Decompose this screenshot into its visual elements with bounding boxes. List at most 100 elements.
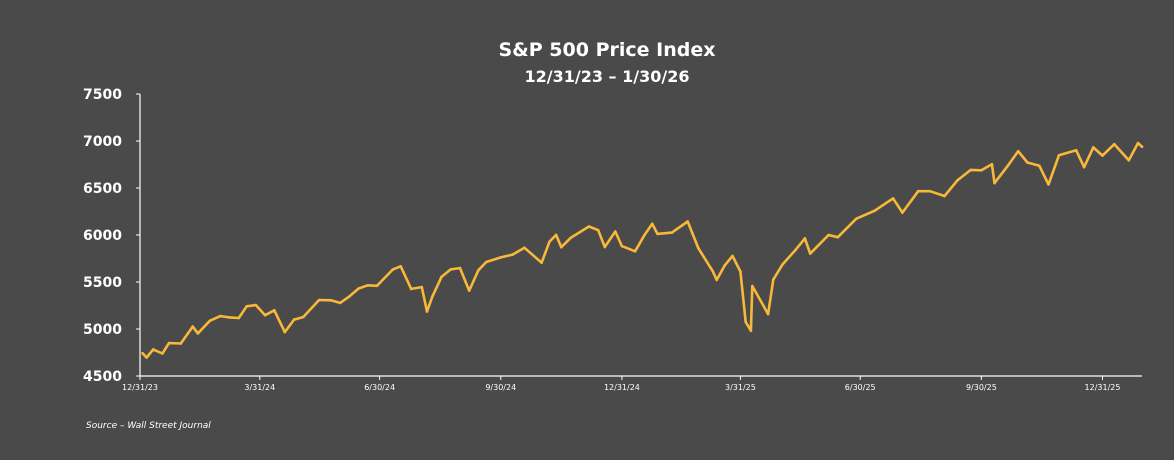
- data-point: [554, 233, 558, 237]
- data-point: [208, 319, 212, 323]
- data-point: [1016, 149, 1020, 153]
- data-point: [766, 312, 770, 316]
- data-point: [329, 299, 333, 302]
- data-point: [1113, 142, 1116, 146]
- data-point: [458, 266, 462, 270]
- x-tick-label: 12/31/24: [604, 383, 640, 392]
- data-point: [196, 332, 200, 335]
- data-point: [431, 295, 434, 299]
- data-point: [596, 228, 600, 232]
- data-point: [603, 245, 607, 249]
- data-point: [399, 265, 403, 268]
- data-point: [855, 217, 858, 220]
- data-point: [245, 305, 248, 308]
- data-point: [317, 298, 321, 302]
- y-tick-label: 4500: [83, 369, 122, 385]
- data-point: [928, 189, 932, 193]
- data-point: [1038, 164, 1041, 167]
- data-point: [901, 211, 904, 214]
- data-point-group: [141, 141, 1144, 359]
- data-point: [263, 313, 267, 317]
- y-tick-label: 5000: [83, 322, 122, 338]
- data-point: [485, 260, 488, 264]
- data-point: [467, 289, 471, 292]
- x-tick-label: 6/30/25: [845, 383, 876, 392]
- data-point: [348, 295, 351, 298]
- data-point: [781, 263, 784, 266]
- x-tick-label: 12/31/23: [122, 383, 158, 392]
- data-point: [891, 197, 895, 200]
- sp500-series-line: [141, 141, 1144, 359]
- y-tick-group: 7500 7000 6500 6000 5500 5000 4500: [83, 87, 140, 385]
- data-point: [254, 303, 258, 307]
- data-point: [560, 245, 563, 249]
- data-point: [969, 168, 973, 172]
- data-point: [569, 236, 572, 240]
- data-point: [670, 231, 674, 234]
- data-point: [409, 287, 413, 291]
- data-point: [650, 222, 654, 226]
- data-point: [440, 275, 443, 279]
- data-point: [548, 240, 551, 243]
- data-point: [1127, 158, 1131, 162]
- data-point: [827, 233, 830, 237]
- data-point: [179, 342, 183, 345]
- data-point: [873, 209, 876, 212]
- data-point: [620, 244, 624, 248]
- data-point: [686, 220, 689, 223]
- data-point: [587, 225, 591, 228]
- data-point: [375, 284, 379, 288]
- data-point: [273, 309, 276, 312]
- data-point: [292, 318, 296, 321]
- x-tick-label: 9/30/25: [966, 383, 997, 392]
- data-point: [808, 252, 812, 255]
- data-point: [425, 310, 429, 313]
- data-point: [749, 329, 753, 333]
- data-point: [141, 352, 144, 355]
- x-tick-label: 9/30/24: [485, 383, 516, 392]
- data-point: [715, 278, 718, 282]
- data-point: [643, 234, 646, 237]
- data-point: [302, 315, 305, 319]
- data-point: [723, 264, 726, 267]
- data-point: [956, 178, 959, 182]
- data-point: [191, 325, 194, 328]
- data-point: [993, 181, 996, 185]
- data-point: [803, 237, 807, 240]
- y-tick-label: 6500: [83, 181, 122, 197]
- data-point: [1047, 183, 1050, 186]
- y-tick-label: 7500: [83, 87, 122, 103]
- x-tick-group: 12/31/23 3/31/24 6/30/24 9/30/24 12/31/24 3/3…: [122, 376, 1120, 392]
- y-tick-label: 7000: [83, 134, 122, 150]
- data-point: [449, 268, 453, 271]
- data-point: [391, 268, 395, 271]
- data-point: [161, 352, 164, 355]
- data-point: [283, 330, 287, 334]
- data-point: [1092, 146, 1095, 149]
- data-point: [1074, 149, 1078, 152]
- data-point: [656, 232, 659, 236]
- chart-subtitle: 12/31/23 – 1/30/26: [525, 67, 690, 86]
- data-point: [1082, 165, 1086, 169]
- data-point: [523, 246, 526, 250]
- data-point: [1006, 164, 1009, 168]
- data-point: [1057, 153, 1061, 157]
- data-point: [744, 320, 747, 324]
- data-point: [237, 316, 241, 320]
- data-point: [772, 278, 775, 281]
- x-tick-label: 6/30/24: [364, 383, 395, 392]
- data-point: [228, 316, 231, 319]
- data-point: [1026, 161, 1029, 164]
- data-point: [540, 261, 543, 265]
- data-point: [1136, 141, 1140, 145]
- data-point: [751, 284, 754, 288]
- data-point: [511, 253, 514, 256]
- data-point: [794, 248, 797, 251]
- data-point: [167, 341, 171, 345]
- source-note: Source – Wall Street Journal: [86, 421, 211, 431]
- data-point: [731, 254, 734, 258]
- data-point: [420, 285, 424, 289]
- y-tick-label: 6000: [83, 228, 122, 244]
- data-point: [1140, 145, 1144, 148]
